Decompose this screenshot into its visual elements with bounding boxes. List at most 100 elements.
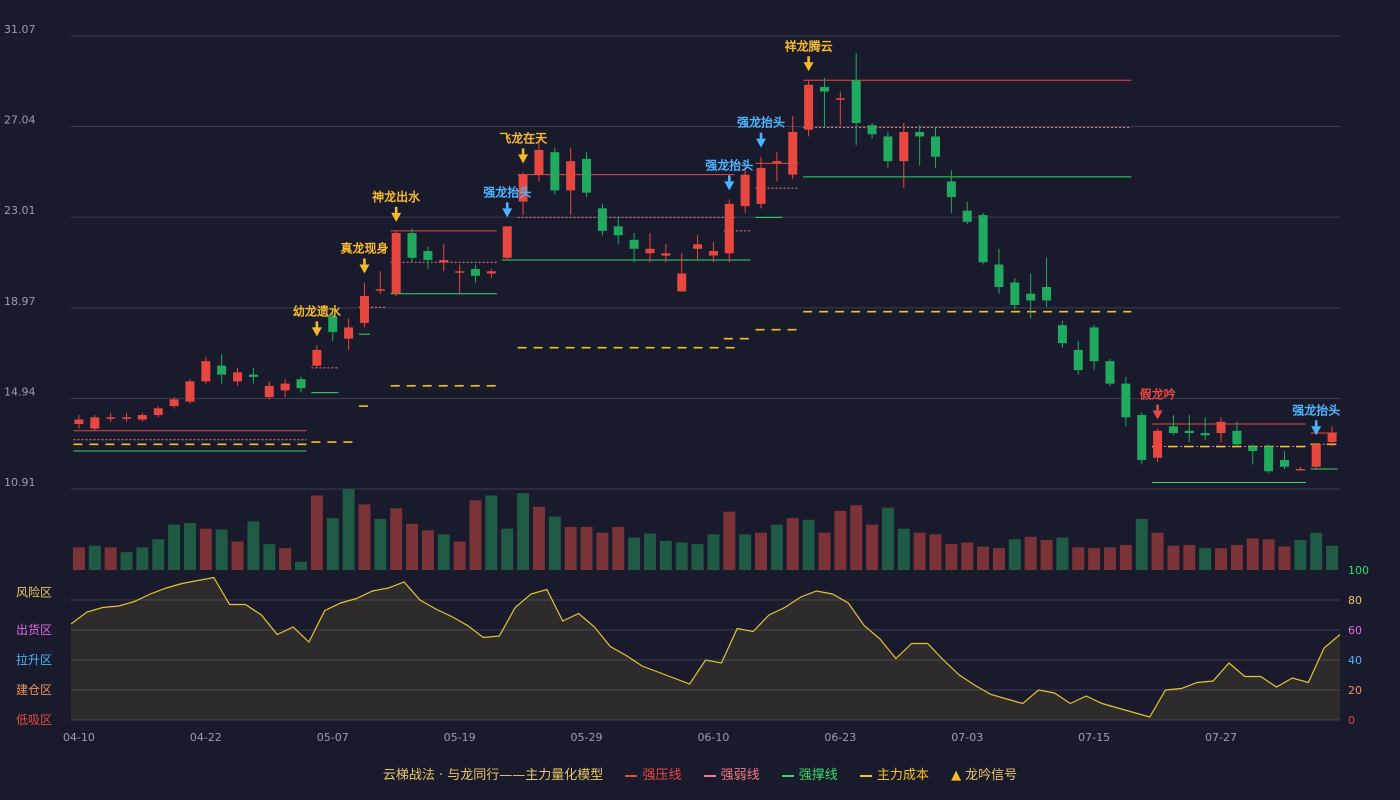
signal-arrow-icon	[803, 62, 814, 72]
level-lines	[73, 79, 1338, 483]
candle-body	[772, 161, 782, 164]
volume-bar	[247, 521, 260, 570]
volume-bar	[517, 493, 530, 570]
signal-arrow-icon	[756, 138, 767, 148]
date-tick-label: 07-03	[951, 731, 983, 744]
candle-body	[962, 210, 972, 222]
signal-arrow-stem	[394, 206, 398, 214]
candle-body	[90, 417, 100, 429]
signal-arrow-stem	[1314, 420, 1318, 428]
volume-bar	[992, 548, 1005, 570]
candle-body	[1073, 349, 1083, 371]
legend-signal-label: 龙吟信号	[965, 768, 1018, 783]
legend-item-support[interactable]: 强撑线	[781, 764, 838, 783]
candle-body	[1295, 469, 1305, 471]
legend-item-cost[interactable]: 主力成本	[859, 764, 929, 783]
candle-body	[455, 271, 465, 273]
chart-legend: 云梯战法 · 与龙同行——主力量化模型 强压线 强弱线 强撑线 主力成本 ▲ 龙吟…	[0, 764, 1400, 783]
volume-bar	[532, 506, 545, 570]
candle-body	[502, 226, 512, 258]
volume-bar	[279, 548, 292, 570]
signal-arrow-icon	[724, 181, 735, 191]
volume-bar	[1326, 545, 1339, 570]
legend-item-weak[interactable]: 强弱线	[703, 764, 760, 783]
volume-bar	[72, 547, 85, 570]
volume-bar	[295, 561, 308, 570]
candle-body	[851, 80, 861, 123]
volume-bar	[263, 544, 276, 570]
signal-arrow-icon	[1311, 426, 1322, 436]
volume-bar	[231, 541, 244, 570]
date-tick-label: 06-23	[824, 731, 856, 744]
price-tick-label: 23.01	[4, 204, 36, 217]
volume-bar	[1103, 547, 1116, 570]
volume-bar	[390, 508, 403, 570]
signal-label: 强龙抬头	[1292, 402, 1340, 417]
volume-bar	[1246, 538, 1259, 570]
volume-bar	[612, 527, 625, 570]
candle-body	[328, 316, 338, 332]
volume-bar	[802, 519, 815, 570]
legend-support-swatch	[781, 774, 794, 777]
volume-bar	[834, 510, 847, 570]
volume-bar	[1167, 545, 1180, 570]
candle-body	[391, 233, 401, 294]
candle-body	[819, 87, 829, 92]
legend-item-signal[interactable]: ▲ 龙吟信号	[951, 764, 1017, 783]
candle-body	[153, 408, 163, 416]
volume-bar	[1230, 544, 1243, 570]
candle-body	[312, 349, 322, 366]
signal-arrow-icon	[391, 212, 402, 222]
volume-bar	[1024, 536, 1037, 570]
volume-bar	[739, 534, 752, 570]
volume-bar	[374, 518, 387, 570]
price-tick-label: 18.97	[4, 295, 36, 308]
candle-body	[233, 372, 243, 382]
signal-label: 强龙抬头	[483, 184, 531, 199]
triangle-icon: ▲	[951, 768, 962, 783]
signal-label: 神龙出水	[372, 189, 421, 204]
volume-bar	[659, 540, 672, 570]
volume-bar	[88, 545, 101, 570]
indicator-zone-label: 拉升区	[16, 652, 52, 667]
candle-body	[756, 167, 766, 204]
candle-body	[1010, 282, 1020, 305]
candle-body	[1168, 426, 1178, 434]
volume-bar	[1135, 518, 1148, 570]
volume-bar	[977, 546, 990, 570]
candle-body	[534, 149, 544, 175]
candle-body	[296, 379, 306, 389]
candle-body	[915, 131, 925, 137]
indicator-zone-label: 风险区	[16, 585, 52, 600]
candle-body	[1153, 430, 1163, 458]
date-tick-label: 05-29	[571, 731, 603, 744]
signal-label: 飞龙在天	[499, 130, 548, 145]
volume-bar	[786, 518, 799, 570]
volume-bar	[1294, 540, 1307, 570]
candle-body	[946, 181, 956, 198]
signal-label: 强龙抬头	[737, 115, 785, 130]
signal-arrow-stem	[727, 175, 731, 183]
candle-body	[867, 125, 877, 135]
volume-bar	[691, 544, 704, 570]
legend-item-resistance[interactable]: 强压线	[625, 764, 681, 783]
volume-bar	[421, 530, 434, 570]
candle-body	[344, 327, 354, 339]
candle-body	[1216, 421, 1226, 434]
candle-body	[1264, 446, 1274, 472]
legend-weak-label: 强弱线	[720, 768, 760, 783]
signal-arrow-stem	[759, 132, 763, 140]
candles	[74, 53, 1337, 474]
signal-arrow-icon	[359, 264, 370, 274]
candle-body	[994, 264, 1004, 287]
indicator-tick-label: 0	[1348, 714, 1355, 727]
candle-body	[597, 208, 607, 231]
candle-body	[1137, 415, 1147, 461]
indicator-tick-label: 100	[1348, 564, 1369, 577]
candle-body	[1026, 293, 1036, 301]
volume-bar	[1088, 548, 1101, 570]
kline-chart: 31.07 27.04 23.01 18.97 14.94 10.91 幼龙遗水 真龙现身 神龙…	[4, 23, 1369, 744]
signal-arrow-stem	[521, 148, 525, 156]
volume-bar	[643, 533, 656, 570]
